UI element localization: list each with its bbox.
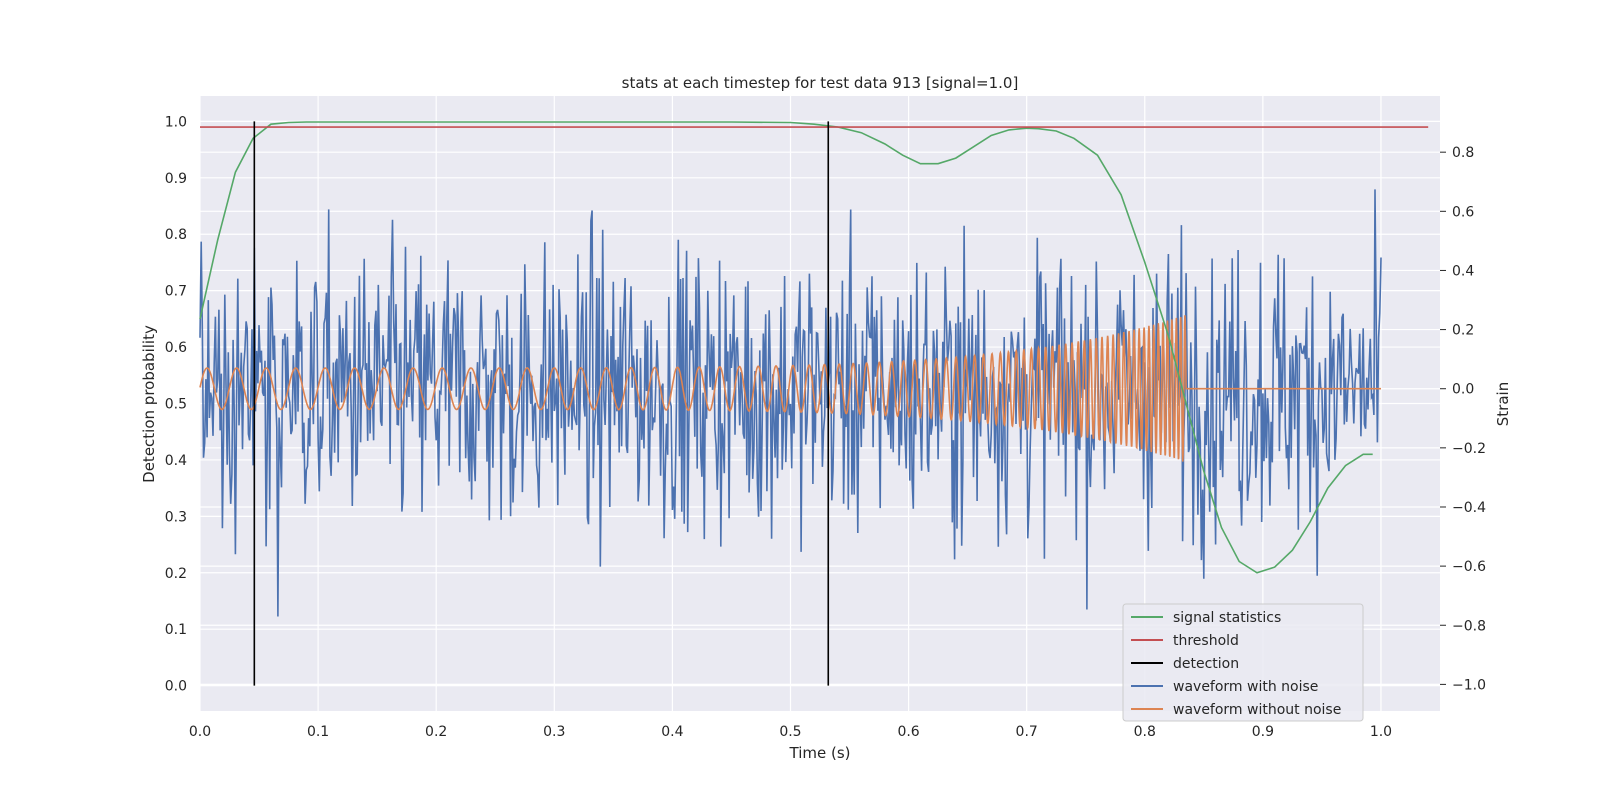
y-right-tick-label: 0.0 xyxy=(1452,382,1474,398)
legend-label-waveform-without-noise: waveform without noise xyxy=(1173,702,1341,718)
series-waveform-without-noise xyxy=(199,315,1381,462)
y-left-tick-label: 0.0 xyxy=(165,679,187,695)
y-right-tick-label: −0.4 xyxy=(1452,500,1486,516)
x-axis-ticks: 0.0 0.1 0.2 0.3 0.4 0.5 0.6 0.7 0.8 0.9 1.0 xyxy=(189,724,1392,740)
x-tick-label: 0.9 xyxy=(1252,724,1274,740)
y-right-tick-label: 0.2 xyxy=(1452,323,1474,339)
y-left-tick-label: 0.8 xyxy=(165,227,187,243)
y-left-tick-label: 0.2 xyxy=(165,566,187,582)
legend-label-detection: detection xyxy=(1173,656,1239,672)
legend: signal statistics threshold detection wa… xyxy=(1122,603,1364,722)
x-tick-label: 0.7 xyxy=(1016,724,1038,740)
y-right-axis-ticks: −1.0 −0.8 −0.6 −0.4 −0.2 0.0 0.2 0.4 0.6 0.8 xyxy=(1440,145,1486,693)
y-right-tick-label: 0.4 xyxy=(1452,263,1474,279)
y-left-axis-ticks: 0.0 0.1 0.2 0.3 0.4 0.5 0.6 0.7 0.8 0.9 1.0 xyxy=(165,114,187,694)
y-right-tick-label: −0.8 xyxy=(1452,618,1486,634)
x-tick-label: 0.6 xyxy=(897,724,919,740)
legend-label-waveform-with-noise: waveform with noise xyxy=(1173,679,1318,695)
y-left-tick-label: 1.0 xyxy=(165,114,187,130)
y-left-tick-label: 0.6 xyxy=(165,340,187,356)
y-left-tick-label: 0.9 xyxy=(165,171,187,187)
y-right-axis-label: Strain xyxy=(1494,382,1512,426)
legend-box xyxy=(1122,603,1364,722)
y-right-tick-label: −0.2 xyxy=(1452,441,1486,457)
y-right-tick-label: −1.0 xyxy=(1452,677,1486,693)
y-left-tick-label: 0.3 xyxy=(165,509,187,525)
series-signal-statistics xyxy=(199,121,1373,574)
y-left-axis-label: Detection probability xyxy=(140,325,158,483)
x-tick-label: 0.5 xyxy=(779,724,801,740)
x-tick-label: 0.2 xyxy=(425,724,447,740)
x-tick-label: 0.4 xyxy=(661,724,683,740)
legend-label-threshold: threshold xyxy=(1173,633,1239,649)
y-left-tick-label: 0.1 xyxy=(165,622,187,638)
legend-label-signal-statistics: signal statistics xyxy=(1173,610,1281,626)
y-right-tick-label: 0.8 xyxy=(1452,145,1474,161)
chart-title: stats at each timestep for test data 913… xyxy=(622,74,1019,92)
series-detection xyxy=(253,121,830,686)
series-layer xyxy=(199,121,1429,686)
y-left-tick-label: 0.5 xyxy=(165,397,187,413)
x-axis-label: Time (s) xyxy=(789,744,851,762)
y-right-tick-label: −0.6 xyxy=(1452,559,1486,575)
y-left-tick-label: 0.7 xyxy=(165,284,187,300)
x-tick-label: 0.8 xyxy=(1134,724,1156,740)
x-tick-label: 0.0 xyxy=(189,724,211,740)
x-tick-label: 1.0 xyxy=(1370,724,1392,740)
y-left-tick-label: 0.4 xyxy=(165,453,187,469)
x-tick-label: 0.3 xyxy=(543,724,565,740)
x-tick-label: 0.1 xyxy=(307,724,329,740)
y-right-tick-label: 0.6 xyxy=(1452,204,1474,220)
